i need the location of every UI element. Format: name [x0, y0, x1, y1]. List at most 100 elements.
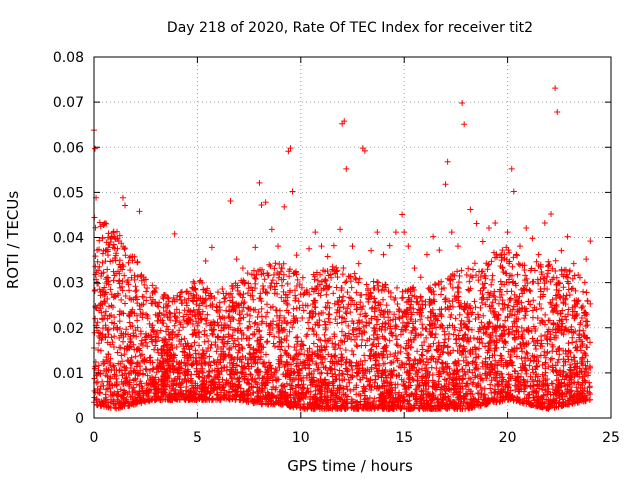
background-point: [128, 354, 135, 361]
background-point: [488, 389, 495, 396]
background-point: [519, 348, 526, 355]
background-point: [271, 333, 278, 340]
background-point: [324, 370, 331, 377]
background-point: [134, 317, 141, 324]
background-point: [382, 336, 389, 343]
background-point: [507, 374, 514, 381]
background-point: [331, 366, 338, 373]
background-point: [521, 315, 528, 322]
background-point: [280, 260, 287, 267]
background-point: [458, 324, 465, 331]
background-point: [529, 307, 536, 314]
background-point: [556, 351, 563, 358]
background-point: [524, 378, 531, 385]
background-point: [373, 334, 380, 341]
background-point: [460, 357, 467, 364]
background-point: [166, 309, 173, 316]
background-point: [118, 296, 125, 303]
background-point: [333, 284, 340, 291]
background-point: [269, 277, 276, 284]
background-point: [251, 320, 258, 327]
background-point: [251, 275, 258, 282]
background-point: [387, 351, 394, 358]
background-point: [254, 313, 261, 320]
background-point: [91, 387, 98, 394]
background-point: [260, 283, 267, 290]
background-point: [284, 392, 291, 399]
background-point: [95, 346, 102, 353]
background-point: [329, 340, 336, 347]
background-point: [291, 344, 298, 351]
background-point: [515, 260, 522, 267]
background-point: [452, 315, 459, 322]
background-point: [470, 379, 477, 386]
background-point: [164, 303, 171, 310]
background-point: [292, 352, 299, 359]
background-point: [332, 340, 339, 347]
background-point: [442, 336, 449, 343]
background-point: [576, 327, 583, 334]
background-point: [258, 305, 265, 312]
background-point: [181, 367, 188, 374]
background-point: [205, 338, 212, 345]
background-point: [533, 258, 540, 265]
background-point: [299, 314, 306, 321]
background-point: [101, 284, 108, 291]
background-point: [271, 343, 278, 350]
background-point: [100, 269, 107, 276]
background-point: [383, 302, 390, 309]
background-point: [235, 375, 242, 382]
background-point: [268, 280, 275, 287]
background-point: [542, 332, 549, 339]
background-point: [149, 282, 156, 289]
background-point: [92, 315, 99, 322]
background-point: [533, 345, 540, 352]
background-point: [216, 313, 223, 320]
background-point: [188, 371, 195, 378]
background-point: [301, 359, 308, 366]
background-point: [295, 298, 302, 305]
background-point: [345, 273, 352, 280]
background-point: [471, 260, 478, 267]
background-point: [278, 358, 285, 365]
background-point: [522, 272, 529, 279]
background-point: [426, 321, 433, 328]
background-point: [506, 329, 513, 336]
background-point: [469, 274, 476, 281]
background-point: [456, 311, 463, 318]
background-point: [164, 313, 171, 320]
background-point: [419, 321, 426, 328]
background-point: [472, 304, 479, 311]
background-point: [430, 340, 437, 347]
background-point: [339, 339, 346, 346]
background-point: [343, 383, 350, 390]
background-point: [463, 323, 470, 330]
background-point: [565, 340, 572, 347]
background-point: [371, 383, 378, 390]
background-point: [392, 295, 399, 302]
background-point: [98, 336, 105, 343]
background-point: [523, 275, 530, 282]
background-point: [394, 300, 401, 307]
background-point: [536, 378, 543, 385]
background-point: [392, 332, 399, 339]
background-point: [569, 334, 576, 341]
background-point: [372, 362, 379, 369]
background-point: [423, 355, 430, 362]
background-point: [541, 321, 548, 328]
background-point: [278, 282, 285, 289]
background-point: [286, 266, 293, 273]
background-point: [404, 354, 411, 361]
background-point: [417, 316, 424, 323]
background-point: [110, 229, 117, 236]
background-point: [572, 287, 579, 294]
background-point: [518, 386, 525, 393]
background-point: [247, 351, 254, 358]
background-point: [217, 315, 224, 322]
background-point: [317, 271, 324, 278]
background-point: [545, 317, 552, 324]
background-point: [116, 344, 123, 351]
background-point: [348, 284, 355, 291]
background-point: [478, 319, 485, 326]
background-point: [261, 276, 268, 283]
